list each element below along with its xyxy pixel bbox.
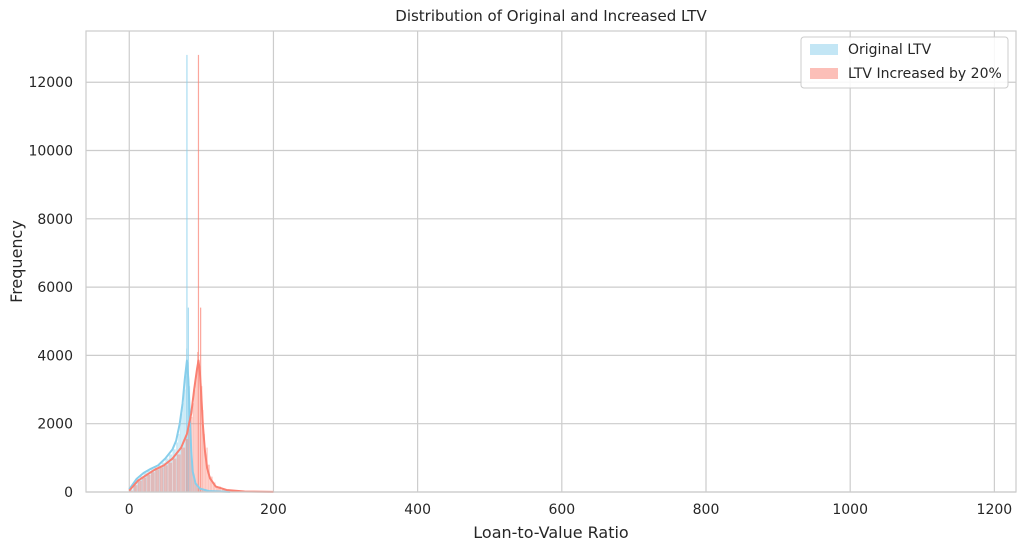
x-tick-label: 600 (548, 502, 575, 518)
histogram-bar (199, 365, 201, 492)
x-tick-label: 1000 (832, 502, 868, 518)
histogram-bar (155, 469, 160, 492)
histogram-bar (172, 458, 177, 492)
histogram-bar (146, 474, 151, 492)
legend-swatch-original (810, 44, 838, 55)
histogram-bar (140, 476, 144, 492)
histogram-bar (189, 386, 191, 492)
histogram-bar (188, 428, 191, 492)
histogram-bar (165, 458, 169, 492)
histogram-bar (137, 480, 142, 492)
histogram-bar (143, 472, 147, 492)
legend-label-increased: LTV Increased by 20% (848, 66, 1002, 82)
histogram-bar (186, 54, 188, 492)
histogram-bar (190, 447, 192, 492)
histogram-bar (147, 470, 151, 492)
kde-curve-0 (128, 359, 231, 493)
x-axis-label: Loan-to-Value Ratio (473, 523, 628, 542)
x-tick-label: 800 (693, 502, 720, 518)
y-tick-label: 12000 (28, 75, 73, 91)
y-tick-label: 10000 (28, 144, 73, 160)
plot-frame (85, 30, 1017, 493)
histogram-bar (136, 479, 140, 492)
histogram-bar (203, 433, 205, 492)
histogram-bar (204, 454, 207, 492)
histogram-bar (181, 413, 183, 492)
histogram-bar (161, 462, 165, 492)
histogram-bar (142, 477, 147, 492)
x-tick-label: 0 (125, 502, 134, 518)
histogram-bar (191, 468, 194, 492)
legend-label-original: Original LTV (848, 42, 932, 58)
histogram-bar (182, 403, 184, 492)
histogram-bar (154, 467, 158, 492)
histogram-bar (202, 410, 204, 492)
x-tick-label: 1200 (977, 502, 1013, 518)
x-tick-labels: 0 200 400 600 800 1000 1200 (125, 502, 1012, 518)
histogram-bar (194, 389, 196, 492)
y-tick-label: 8000 (37, 212, 73, 228)
legend: Original LTV LTV Increased by 20% (800, 36, 1009, 89)
histogram-bar (178, 433, 180, 492)
histogram-bar (176, 442, 179, 492)
x-tick-label: 400 (404, 502, 431, 518)
histogram-bar (197, 487, 201, 492)
histogram-bar (215, 486, 221, 492)
histogram-bar (168, 454, 173, 492)
legend-swatch-increased (810, 68, 838, 79)
histogram-bar (207, 464, 210, 492)
histogram-bar (176, 454, 181, 492)
histogram-bar (193, 478, 195, 492)
histogram-bar (159, 467, 164, 492)
histogram-bar (201, 386, 203, 492)
y-tick-label: 2000 (37, 417, 73, 433)
y-tick-labels: 0 2000 4000 6000 8000 10000 12000 (28, 75, 73, 501)
histogram-bar (179, 423, 182, 492)
histogram-bar (129, 489, 133, 492)
x-tick-label: 200 (260, 502, 287, 518)
histogram-bar (129, 490, 134, 492)
chart-title: Distribution of Original and Increased L… (395, 7, 707, 25)
histogram-bar (189, 416, 191, 492)
histogram-bar (210, 476, 213, 492)
histogram-bar (195, 372, 197, 492)
histogram-bar (212, 482, 216, 492)
histogram-bar (172, 449, 176, 492)
y-axis-label: Frequency (7, 220, 26, 303)
histogram-bar (197, 54, 200, 492)
histogram-bar (197, 351, 199, 492)
kde-curves (128, 359, 274, 493)
histogram-bar (133, 485, 138, 492)
y-tick-label: 4000 (37, 348, 73, 364)
legend-box (800, 36, 1009, 89)
histogram-bar (185, 439, 189, 492)
plot-area (86, 31, 1016, 492)
histogram-bar (132, 483, 137, 492)
histogram-bar (181, 447, 186, 492)
y-tick-label: 0 (64, 485, 73, 501)
histogram-bar (201, 489, 207, 492)
kde-curve-1 (128, 359, 274, 493)
histogram-bar (163, 465, 168, 492)
histogram-bar (194, 483, 198, 492)
y-tick-label: 6000 (37, 280, 73, 296)
histogram-bar (168, 462, 173, 492)
histogram-bar (192, 403, 194, 492)
histogram-bar (150, 468, 155, 492)
histogram-bar (150, 472, 155, 492)
histogram-bar (158, 465, 162, 492)
